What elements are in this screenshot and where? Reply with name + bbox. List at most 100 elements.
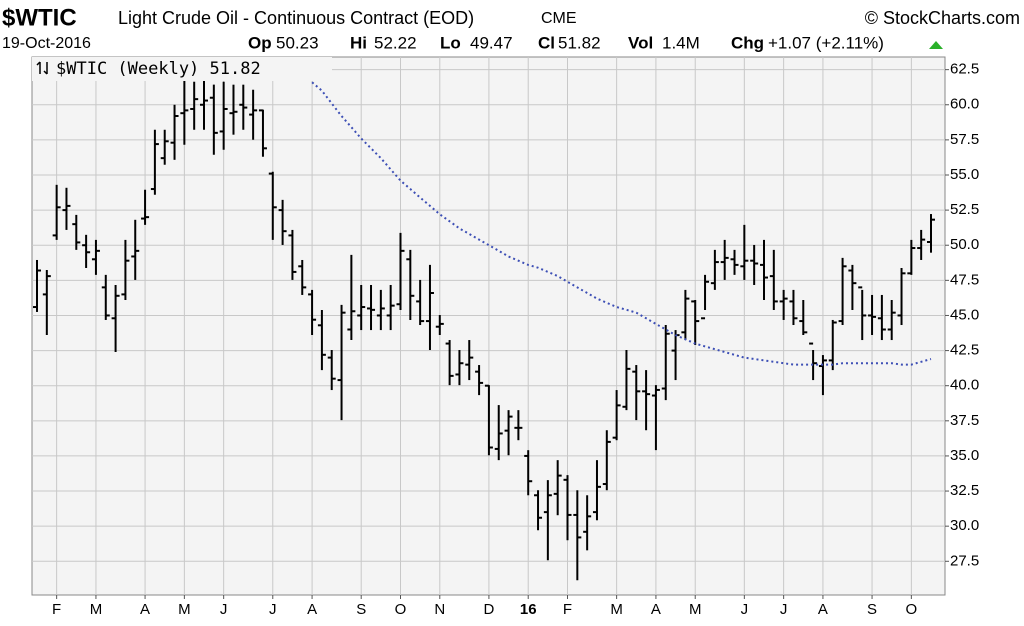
x-tick-label: F — [563, 601, 572, 618]
y-tick-label: 52.5 — [950, 201, 979, 218]
y-tick-label: 55.0 — [950, 166, 979, 183]
ohlc-bar — [327, 350, 336, 391]
y-tick-label: 45.0 — [950, 306, 979, 323]
ohlc-bar — [337, 304, 346, 421]
stat-label: Chg — [731, 33, 764, 52]
ohlc-bar — [219, 81, 228, 150]
x-tick-label: J — [780, 601, 788, 618]
ohlc-bar — [799, 300, 808, 335]
x-tick-label: J — [741, 601, 749, 618]
ohlc-bar — [82, 234, 91, 268]
ohlc-bar — [818, 355, 827, 396]
ohlc-bar — [121, 239, 130, 301]
x-tick-label: M — [689, 601, 702, 618]
x-tick-label: S — [867, 601, 877, 618]
ohlc-bar — [268, 171, 277, 240]
ohlc-bar — [131, 219, 140, 280]
ohlc-bar — [357, 284, 366, 331]
ohlc-bar — [445, 340, 454, 386]
x-tick-label: A — [140, 601, 150, 618]
ohlc-bar — [592, 460, 601, 521]
ohlc-bar — [838, 257, 847, 326]
ohlc-bar — [150, 129, 159, 195]
ohlc-bar — [858, 286, 867, 341]
ohlc-bar — [553, 460, 562, 516]
x-tick-label: M — [178, 601, 191, 618]
stat-label: Cl — [538, 33, 555, 52]
legend-label: $WTIC (Weekly) 51.82 — [56, 59, 261, 79]
ohlc-bar — [514, 410, 523, 441]
ohlc-bar — [101, 274, 110, 320]
ohlc-bar — [455, 350, 464, 386]
ohlc-bar — [720, 239, 729, 280]
ohlc-bar — [602, 430, 611, 491]
ohlc-bar — [209, 84, 218, 155]
up-arrow — [929, 41, 943, 49]
ohlc-bar — [396, 232, 405, 310]
ohlc-bar — [190, 81, 199, 130]
ohlc-bar — [809, 342, 818, 381]
stat-value: 49.47 — [470, 33, 513, 52]
stat-label: Lo — [440, 33, 461, 52]
ohlc-bar — [534, 490, 543, 531]
ohlc-bar — [504, 410, 513, 456]
x-tick-label: A — [818, 601, 828, 618]
stat-value: 1.4M — [662, 33, 700, 52]
ohlc-bar — [897, 267, 906, 326]
ohlc-bar — [701, 274, 710, 320]
stat-label: Vol — [628, 33, 653, 52]
ohlc-bar — [52, 184, 61, 240]
ohlc-bar — [141, 189, 150, 225]
ohlc-bar — [632, 365, 641, 421]
ohlc-bar — [475, 365, 484, 396]
ohlc-bar — [877, 294, 886, 341]
ohlc-bar — [740, 224, 749, 280]
ohlc-bar — [750, 244, 759, 285]
ohlc-bar — [730, 249, 739, 275]
ohlc-bar — [33, 259, 41, 312]
ohlc-bar — [622, 350, 631, 411]
ohlc-bar — [249, 89, 258, 140]
y-tick-label: 27.5 — [950, 552, 979, 569]
ohlc-bar — [72, 214, 81, 250]
ohlc-bar — [868, 294, 877, 335]
exchange: CME — [541, 10, 577, 27]
ohlc-bar — [200, 79, 209, 130]
ohlc-bar — [917, 229, 926, 260]
ohlc-bar — [42, 269, 51, 335]
ohlc-bar — [239, 84, 248, 130]
x-tick-label: M — [610, 601, 623, 618]
y-tick-label: 40.0 — [950, 377, 979, 394]
y-tick-label: 47.5 — [950, 271, 979, 288]
ohlc-bar — [484, 384, 493, 456]
ohlc-bar — [661, 325, 670, 401]
ohlc-bar — [425, 264, 434, 351]
ohlc-bar — [759, 239, 768, 301]
ohlc-bar — [465, 340, 474, 381]
ohlc-bar — [376, 289, 385, 331]
moving-average — [311, 81, 932, 366]
ohlc-bar — [543, 480, 552, 561]
ohlc-bar — [789, 289, 798, 326]
ohlc-bar — [779, 289, 788, 320]
ohlc-bar — [828, 319, 837, 371]
ohlc-bar — [258, 109, 267, 157]
ohlc-bar — [524, 450, 533, 496]
stat-value: 52.22 — [374, 33, 417, 52]
x-tick-label: 16 — [520, 601, 537, 618]
ohlc-bar — [180, 79, 189, 145]
brand: © StockCharts.com — [865, 8, 1020, 28]
ohlc-bar — [317, 309, 326, 371]
ohlc-bar — [769, 249, 778, 310]
ohlc-bar — [62, 187, 71, 230]
x-tick-label: O — [395, 601, 407, 618]
x-tick-label: A — [307, 601, 317, 618]
ohlc-bar — [347, 254, 356, 341]
stat-value: +1.07 (+2.11%) — [768, 33, 884, 52]
x-tick-label: J — [269, 601, 277, 618]
ohlc-bar — [308, 289, 317, 335]
stat-label: Op — [248, 33, 272, 52]
y-tick-label: 37.5 — [950, 412, 979, 429]
y-tick-label: 32.5 — [950, 482, 979, 499]
